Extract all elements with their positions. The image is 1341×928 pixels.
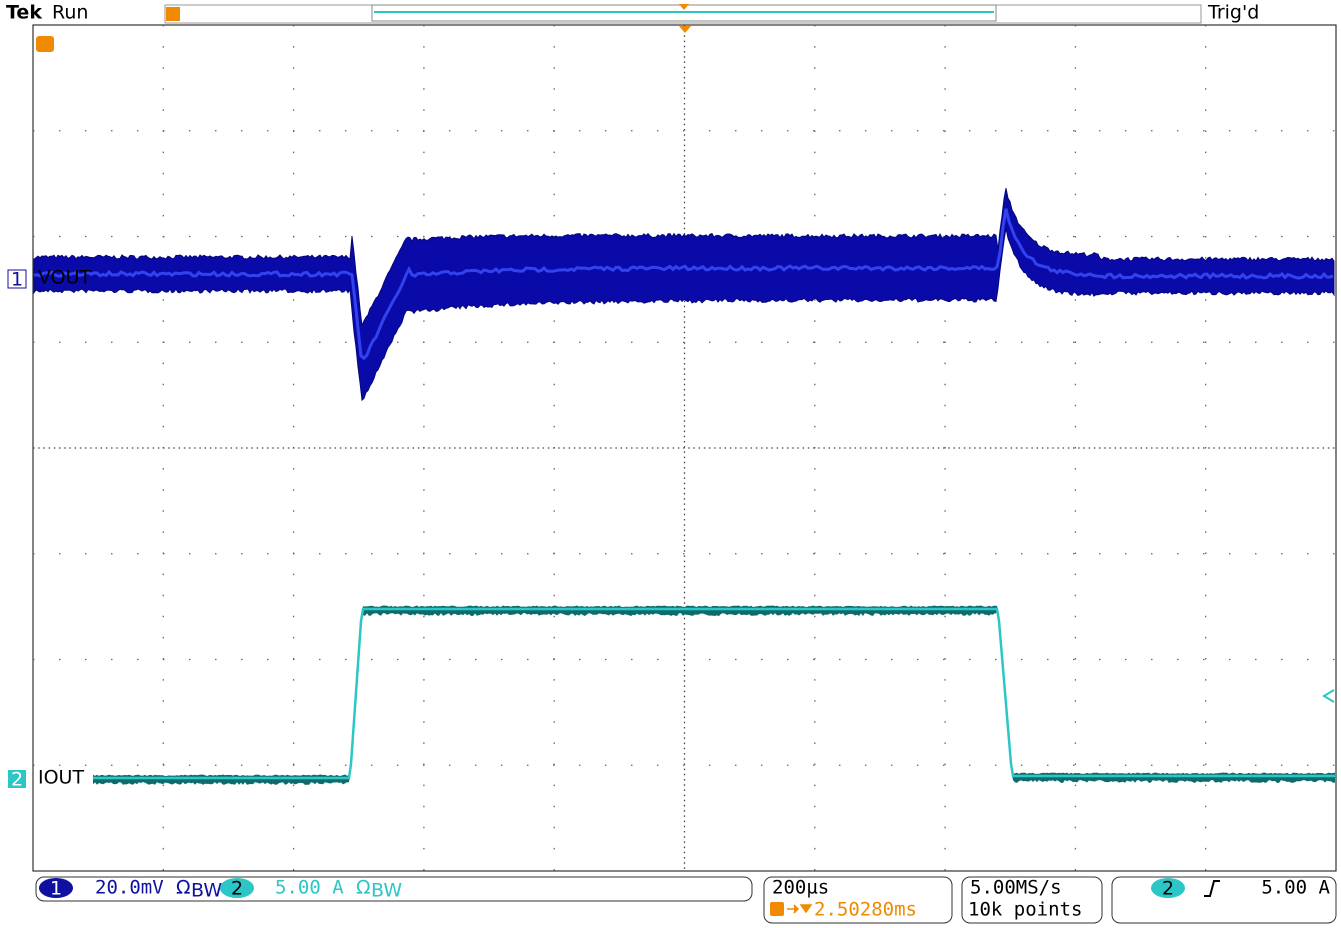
run-status: Run <box>52 2 88 24</box>
trigger-marker <box>166 7 180 21</box>
ch1-coupling: Ω <box>176 877 191 899</box>
trigger-slope-icon <box>1204 880 1220 897</box>
ch2-scale: 5.00 A <box>275 877 344 899</box>
trigger-pointer <box>679 26 691 33</box>
ch2-coupling: Ω <box>356 877 371 899</box>
trigger-level: 5.00 A <box>1261 877 1330 899</box>
trigger-source-badge <box>1151 878 1185 898</box>
ch2-marker <box>8 770 26 788</box>
ch1-marker-number: 1 <box>11 269 23 291</box>
timebase-box <box>763 876 953 924</box>
trigger-source: 2 <box>1162 878 1174 900</box>
ch1-marker <box>7 269 27 289</box>
ch1-scale: 20.0mV <box>95 877 164 899</box>
graticule <box>33 25 1336 871</box>
ch1-bandwidth: BW <box>191 880 222 902</box>
trigger-position-icon <box>770 902 784 916</box>
ch2-badge <box>220 878 254 898</box>
iout-trace <box>93 607 1335 780</box>
trigger-level-marker <box>1322 689 1335 703</box>
brand: Tek <box>6 2 42 24</box>
ch1-label: VOUT <box>38 267 92 289</box>
ch2-bandwidth: BW <box>371 880 402 902</box>
trigger-time-marker <box>36 36 54 52</box>
trigger-status: Trig'd <box>1207 2 1259 24</box>
vout-trace-center <box>33 208 1334 361</box>
ch2-label: IOUT <box>38 767 84 789</box>
trigger-position: 2.50280ms <box>814 899 917 921</box>
trigger-position-arrow <box>787 904 813 914</box>
ch2-badge-number: 2 <box>231 878 243 900</box>
ch2-marker-number: 2 <box>11 769 23 791</box>
record-length: 10k points <box>968 899 1082 921</box>
channel-readout-box <box>35 876 753 902</box>
acquisition-box <box>961 876 1103 924</box>
timebase-scale: 200µs <box>772 877 829 899</box>
sample-rate: 5.00MS/s <box>970 877 1062 899</box>
record-trigger-pointer <box>679 4 689 10</box>
ch1-badge <box>39 878 73 898</box>
waveforms <box>33 188 1335 785</box>
ch1-badge-number: 1 <box>50 878 62 900</box>
